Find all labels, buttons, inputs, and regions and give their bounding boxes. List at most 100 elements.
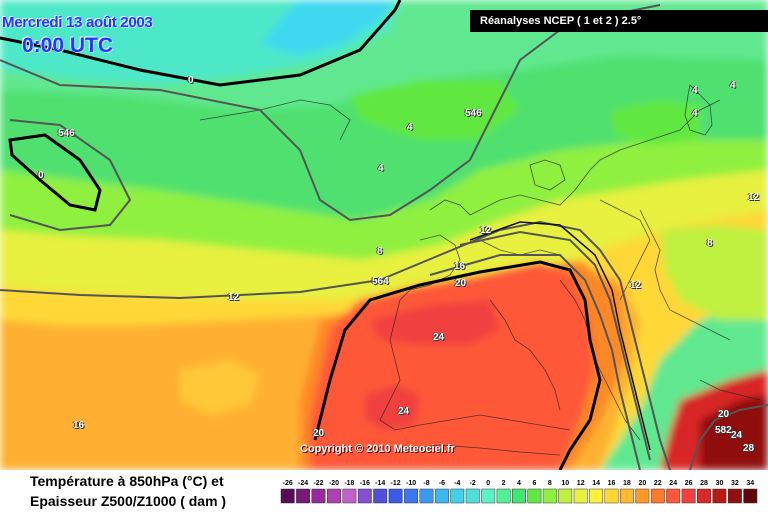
- legend-tick-label: -22: [313, 480, 323, 487]
- legend-swatch: [404, 488, 419, 504]
- legend-swatch: [619, 488, 634, 504]
- legend-tick-label: 4: [517, 480, 521, 487]
- source-label: Réanalyses NCEP ( 1 et 2 ) 2.5°: [470, 10, 768, 32]
- legend-tick-label: -16: [360, 480, 370, 487]
- contour-label: 20: [313, 428, 325, 439]
- contour-label: 24: [731, 430, 743, 441]
- legend-swatch: [419, 488, 434, 504]
- contour-label: 12: [748, 192, 760, 203]
- legend-tick-label: 30: [716, 480, 724, 487]
- legend-tick-label: -6: [439, 480, 445, 487]
- copyright-text: Copyright © 2010 Meteociel.fr: [300, 443, 455, 455]
- legend-tick-label: 2: [502, 480, 506, 487]
- contour-label: 4: [407, 122, 413, 133]
- legend-swatch: [542, 488, 557, 504]
- legend-tick-label: 6: [532, 480, 536, 487]
- contour-label: 12: [480, 225, 492, 236]
- legend-tick-label: -12: [391, 480, 401, 487]
- legend-tick-label: 14: [592, 480, 600, 487]
- legend-swatch: [604, 488, 619, 504]
- legend-swatch: [573, 488, 588, 504]
- legend-tick-label: 32: [731, 480, 739, 487]
- legend-swatch: [296, 488, 311, 504]
- temperature-field: [0, 0, 768, 470]
- minor-isolines: [469, 221, 651, 451]
- legend-swatch: [388, 488, 403, 504]
- legend-tick-label: 26: [685, 480, 693, 487]
- contour-label: 0: [188, 75, 194, 86]
- contour-label: 16: [454, 261, 466, 272]
- thickness-contours: [0, 4, 768, 470]
- legend-swatch: [481, 488, 496, 504]
- contour-label: 20: [455, 278, 467, 289]
- legend-tick-label: 34: [746, 480, 754, 487]
- contour-label: 0: [38, 170, 44, 181]
- legend-swatch: [666, 488, 681, 504]
- contour-label: 24: [433, 332, 445, 343]
- legend-swatch: [527, 488, 542, 504]
- caption-line-1: Température à 850hPa (°C) et: [30, 473, 224, 489]
- contour-label: 12: [228, 292, 240, 303]
- legend-swatch: [434, 488, 449, 504]
- contour-label: 546: [58, 128, 75, 139]
- contour-label: 16: [73, 420, 85, 431]
- legend-swatch: [635, 488, 650, 504]
- legend-swatch: [589, 488, 604, 504]
- legend-swatch: [357, 488, 372, 504]
- legend-tick-label: 20: [639, 480, 647, 487]
- legend-swatch: [727, 488, 742, 504]
- legend-swatch: [465, 488, 480, 504]
- contour-label: 24: [398, 406, 410, 417]
- legend-tick-label: -8: [423, 480, 429, 487]
- legend-tick-label: 22: [654, 480, 662, 487]
- legend-tick-label: -14: [375, 480, 385, 487]
- legend-tick-label: -4: [454, 480, 460, 487]
- legend-tick-label: 0: [486, 480, 490, 487]
- legend-tick-label: -10: [406, 480, 416, 487]
- contour-label: 8: [707, 238, 713, 249]
- coastlines: [199, 84, 761, 456]
- legend-swatch: [697, 488, 711, 504]
- legend-tick-label: 8: [548, 480, 552, 487]
- contour-label: 4: [378, 163, 384, 174]
- contour-label: 564: [372, 276, 389, 287]
- legend-tick-label: -24: [298, 480, 308, 487]
- legend-swatch: [650, 488, 665, 504]
- legend-swatch: [280, 488, 295, 504]
- contour-label: 20: [718, 409, 730, 420]
- legend-tick-label: 10: [561, 480, 569, 487]
- legend-swatch: [558, 488, 573, 504]
- legend-swatch: [681, 488, 696, 504]
- contour-label: 582: [715, 425, 732, 436]
- temperature-map: [0, 0, 768, 470]
- legend-tick-label: 16: [608, 480, 616, 487]
- legend-swatch: [512, 488, 526, 504]
- temperature-isolines: [0, 0, 602, 470]
- caption-line-2: Epaisseur Z500/Z1000 ( dam ): [30, 493, 227, 509]
- contour-label: 12: [630, 280, 642, 291]
- legend-tick-label: 28: [700, 480, 708, 487]
- time-title: 0:00 UTC: [22, 34, 114, 57]
- contour-label: 546: [465, 108, 482, 119]
- contour-label: 28: [743, 443, 755, 454]
- contour-label: 4: [730, 80, 736, 91]
- legend-swatch: [327, 488, 341, 504]
- legend-tick-label: 24: [669, 480, 677, 487]
- contour-label: 8: [377, 246, 383, 257]
- legend-tick-label: 12: [577, 480, 585, 487]
- legend-swatch: [311, 488, 326, 504]
- date-title: Mercredi 13 août 2003: [2, 14, 153, 31]
- legend-swatch: [342, 488, 357, 504]
- legend-tick-label: -26: [283, 480, 293, 487]
- contour-label: 4: [692, 108, 698, 119]
- legend-swatch: [450, 488, 465, 504]
- color-legend: -26 -24 -22 -20 -18 -16 -14 -12 -10 -8 -6 -4 -2 0 2 4 6 8…: [280, 480, 758, 504]
- legend-swatch: [373, 488, 388, 504]
- legend-tick-label: 18: [623, 480, 631, 487]
- legend-tick-label: -18: [344, 480, 354, 487]
- legend-swatch: [712, 488, 727, 504]
- legend-tick-label: -2: [470, 480, 476, 487]
- legend-swatch: [496, 488, 511, 504]
- legend-tick-label: -20: [329, 480, 339, 487]
